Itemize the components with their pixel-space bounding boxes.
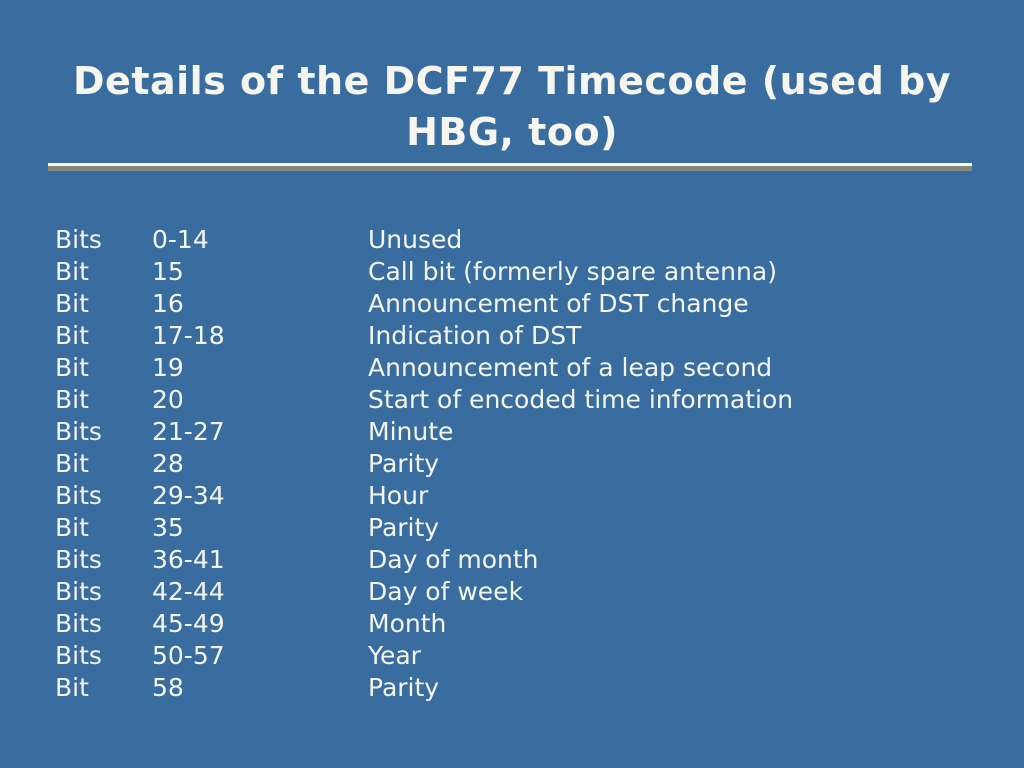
bit-description: Unused — [368, 225, 463, 254]
table-row: Bit 35 Parity — [55, 512, 975, 544]
bit-range: 45-49 — [152, 609, 225, 638]
bit-label: Bits — [55, 641, 102, 670]
table-row: Bit 28 Parity — [55, 448, 975, 480]
bit-label: Bit — [55, 385, 89, 414]
bit-range: 29-34 — [152, 481, 225, 510]
bit-range: 15 — [152, 257, 184, 286]
bit-description: Call bit (formerly spare antenna) — [368, 257, 777, 286]
bit-label: Bit — [55, 353, 89, 382]
bit-description: Day of month — [368, 545, 539, 574]
bit-range: 20 — [152, 385, 184, 414]
bit-description: Hour — [368, 481, 429, 510]
table-row: Bits 36-41 Day of month — [55, 544, 975, 576]
bit-range: 50-57 — [152, 641, 225, 670]
table-row: Bit 17-18 Indication of DST — [55, 320, 975, 352]
bit-label: Bits — [55, 577, 102, 606]
table-row: Bit 20 Start of encoded time information — [55, 384, 975, 416]
bit-description: Minute — [368, 417, 454, 446]
table-row: Bits 42-44 Day of week — [55, 576, 975, 608]
title-underline-highlight — [48, 163, 972, 166]
table-row: Bits 50-57 Year — [55, 640, 975, 672]
title-underline — [48, 163, 972, 171]
table-row: Bits 21-27 Minute — [55, 416, 975, 448]
bit-description: Start of encoded time information — [368, 385, 794, 414]
bit-description: Parity — [368, 673, 440, 702]
bit-range: 58 — [152, 673, 184, 702]
table-row: Bits 0-14 Unused — [55, 224, 975, 256]
table-row: Bit 58 Parity — [55, 672, 975, 704]
bit-range: 36-41 — [152, 545, 225, 574]
bit-label: Bit — [55, 449, 89, 478]
bit-label: Bits — [55, 225, 102, 254]
slide-title: Details of the DCF77 Timecode (used by H… — [73, 59, 951, 155]
bit-range: 42-44 — [152, 577, 225, 606]
bit-description: Parity — [368, 449, 440, 478]
bit-label: Bits — [55, 545, 102, 574]
bit-label: Bit — [55, 257, 89, 286]
bit-description: Announcement of DST change — [368, 289, 749, 318]
bit-range: 21-27 — [152, 417, 225, 446]
bit-range: 28 — [152, 449, 184, 478]
bit-description: Indication of DST — [368, 321, 582, 350]
bit-label: Bits — [55, 609, 102, 638]
bit-label: Bits — [55, 417, 102, 446]
table-row: Bit 19 Announcement of a leap second — [55, 352, 975, 384]
bit-description: Parity — [368, 513, 440, 542]
bit-range: 35 — [152, 513, 184, 542]
bit-description: Day of week — [368, 577, 524, 606]
title-underline-shadow — [48, 166, 972, 171]
bit-table: Bits 0-14 Unused Bit 15 Call bit (former… — [55, 224, 975, 704]
bit-range: 17-18 — [152, 321, 225, 350]
bit-range: 0-14 — [152, 225, 209, 254]
bit-range: 16 — [152, 289, 184, 318]
bit-label: Bit — [55, 513, 89, 542]
table-row: Bit 16 Announcement of DST change — [55, 288, 975, 320]
bit-description: Year — [368, 641, 421, 670]
table-row: Bit 15 Call bit (formerly spare antenna) — [55, 256, 975, 288]
bit-label: Bits — [55, 481, 102, 510]
table-row: Bits 45-49 Month — [55, 608, 975, 640]
bit-range: 19 — [152, 353, 184, 382]
bit-label: Bit — [55, 673, 89, 702]
bit-label: Bit — [55, 321, 89, 350]
bit-label: Bit — [55, 289, 89, 318]
bit-description: Month — [368, 609, 447, 638]
table-row: Bits 29-34 Hour — [55, 480, 975, 512]
bit-description: Announcement of a leap second — [368, 353, 773, 382]
